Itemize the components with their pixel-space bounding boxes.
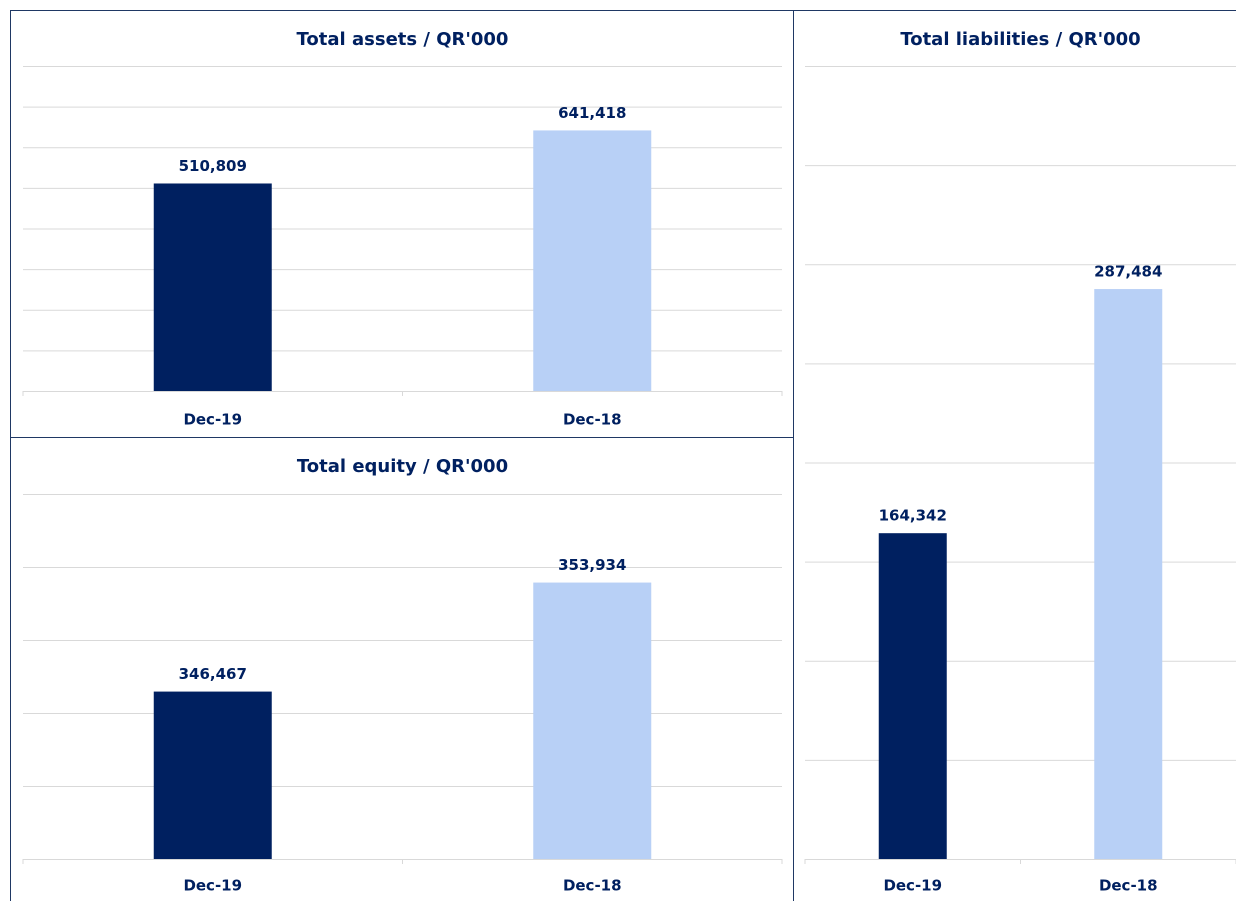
frame xyxy=(10,10,1236,901)
data-label: 353,934 xyxy=(558,556,626,574)
bar xyxy=(533,130,652,391)
data-label: 164,342 xyxy=(879,507,947,525)
x-tick-label: Dec-19 xyxy=(183,877,242,895)
chart-title: Total assets / QR'000 xyxy=(297,29,509,50)
x-tick-label: Dec-19 xyxy=(183,411,242,429)
data-label: 510,809 xyxy=(179,157,247,175)
bar xyxy=(1094,289,1163,859)
bar xyxy=(533,582,652,859)
data-label: 346,467 xyxy=(179,665,247,683)
bar xyxy=(153,691,272,859)
chart-title: Total equity / QR'000 xyxy=(297,456,508,477)
x-tick-label: Dec-18 xyxy=(1099,877,1158,895)
x-tick-label: Dec-19 xyxy=(883,877,942,895)
bar xyxy=(153,183,272,391)
data-label: 287,484 xyxy=(1094,263,1162,281)
bar xyxy=(878,533,947,859)
data-label: 641,418 xyxy=(558,104,626,122)
x-tick-label: Dec-18 xyxy=(563,877,622,895)
x-tick-label: Dec-18 xyxy=(563,411,622,429)
chart-title: Total liabilities / QR'000 xyxy=(900,29,1140,50)
